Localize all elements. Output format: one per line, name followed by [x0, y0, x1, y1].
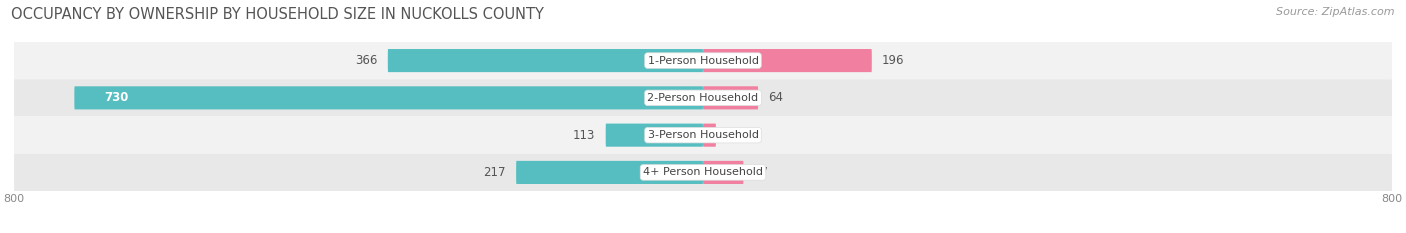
- FancyBboxPatch shape: [516, 161, 703, 184]
- Text: 196: 196: [882, 54, 904, 67]
- Text: 4+ Person Household: 4+ Person Household: [643, 168, 763, 177]
- Text: 1-Person Household: 1-Person Household: [648, 56, 758, 65]
- FancyBboxPatch shape: [14, 79, 1392, 116]
- Text: Source: ZipAtlas.com: Source: ZipAtlas.com: [1277, 7, 1395, 17]
- FancyBboxPatch shape: [703, 123, 716, 147]
- Text: 730: 730: [104, 91, 129, 104]
- FancyBboxPatch shape: [606, 123, 703, 147]
- FancyBboxPatch shape: [703, 161, 744, 184]
- FancyBboxPatch shape: [703, 86, 758, 110]
- Text: 64: 64: [769, 91, 783, 104]
- Text: 47: 47: [754, 166, 769, 179]
- Text: OCCUPANCY BY OWNERSHIP BY HOUSEHOLD SIZE IN NUCKOLLS COUNTY: OCCUPANCY BY OWNERSHIP BY HOUSEHOLD SIZE…: [11, 7, 544, 22]
- Text: 113: 113: [574, 129, 595, 142]
- Text: 366: 366: [356, 54, 377, 67]
- FancyBboxPatch shape: [14, 116, 1392, 154]
- Text: 2-Person Household: 2-Person Household: [647, 93, 759, 103]
- Text: 3-Person Household: 3-Person Household: [648, 130, 758, 140]
- FancyBboxPatch shape: [388, 49, 703, 72]
- Text: 15: 15: [727, 129, 741, 142]
- FancyBboxPatch shape: [703, 49, 872, 72]
- Text: 217: 217: [484, 166, 506, 179]
- FancyBboxPatch shape: [14, 42, 1392, 79]
- FancyBboxPatch shape: [75, 86, 703, 110]
- FancyBboxPatch shape: [14, 154, 1392, 191]
